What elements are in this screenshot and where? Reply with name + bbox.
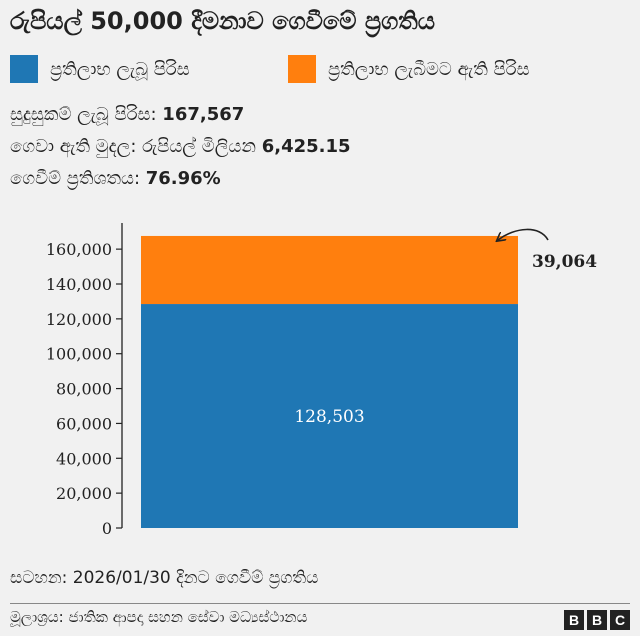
stat-payment-percent: ගෙවීම් ප්‍රතිශතය: 76.96%	[10, 166, 221, 192]
bar-segment-pending	[141, 235, 518, 305]
stat-amount-paid: ගෙවා ඇති මුදල: රුපියල් මිලියන 6,425.15	[10, 134, 351, 160]
y-tick-label: 20,000	[56, 484, 112, 503]
legend-item-pending: ප්‍රතිලාභ ලැබීමට ඇති පිරිස	[288, 52, 530, 86]
y-axis: 0 20,000 40,000 60,000 80,000 100,000 120,000 1…	[46, 223, 123, 538]
legend-swatch-pending	[288, 55, 316, 83]
bbc-logo: B B C	[564, 610, 630, 630]
y-tick-label: 0	[102, 519, 112, 538]
legend-swatch-received	[10, 55, 38, 83]
stat-eligible: සුදුසුකම් ලැබූ පිරිස: 167,567	[10, 102, 244, 128]
chart-title: රුපියල් 50,000 දීමනාව ගෙවීමේ ප්‍රගතිය	[10, 7, 435, 35]
bars	[141, 235, 518, 528]
stat-amount-paid-value: 6,425.15	[261, 136, 351, 157]
annotation-arrow	[498, 228, 549, 240]
bbc-logo-letter-3: C	[610, 610, 630, 630]
stat-payment-percent-label: ගෙවීම් ප්‍රතිශතය:	[10, 168, 146, 189]
legend-label-received: ප්‍රතිලාභ ලැබූ පිරිස	[50, 58, 190, 80]
y-tick-label: 160,000	[46, 240, 112, 259]
data-label-received: 128,503	[294, 407, 364, 427]
legend-label-pending: ප්‍රතිලාභ ලැබීමට ඇති පිරිස	[328, 58, 530, 80]
bbc-logo-letter-2: B	[587, 610, 607, 630]
footer-divider	[10, 603, 630, 604]
bar-segment-received	[141, 304, 518, 528]
stat-eligible-value: 167,567	[162, 104, 245, 125]
source-credit: මූලාශ්‍රය: ජාතික ආපදා සහන සේවා මධ්‍යස්ථා…	[10, 608, 308, 626]
footnote: සටහන: 2026/01/30 දිනට ගෙවීම් ප්‍රගතිය	[10, 568, 319, 588]
stat-amount-paid-label: ගෙවා ඇති මුදල: රුපියල් මිලියන	[10, 136, 262, 157]
y-tick-label: 40,000	[56, 449, 112, 468]
data-label-pending: 39,064	[532, 252, 597, 272]
y-tick-label: 80,000	[56, 380, 112, 399]
stacked-bar-chart: 0 20,000 40,000 60,000 80,000 100,000 120,000 1…	[46, 223, 597, 538]
bbc-logo-letter-1: B	[564, 610, 584, 630]
stat-payment-percent-value: 76.96%	[145, 168, 221, 189]
y-tick-label: 140,000	[46, 275, 112, 294]
stat-eligible-label: සුදුසුකම් ලැබූ පිරිස:	[10, 104, 163, 125]
y-tick-label: 120,000	[46, 310, 112, 329]
data-labels: 128,503 39,064	[294, 228, 597, 427]
y-tick-label: 60,000	[56, 414, 112, 433]
legend-item-received: ප්‍රතිලාභ ලැබූ පිරිස	[10, 52, 190, 86]
y-tick-label: 100,000	[46, 345, 112, 364]
